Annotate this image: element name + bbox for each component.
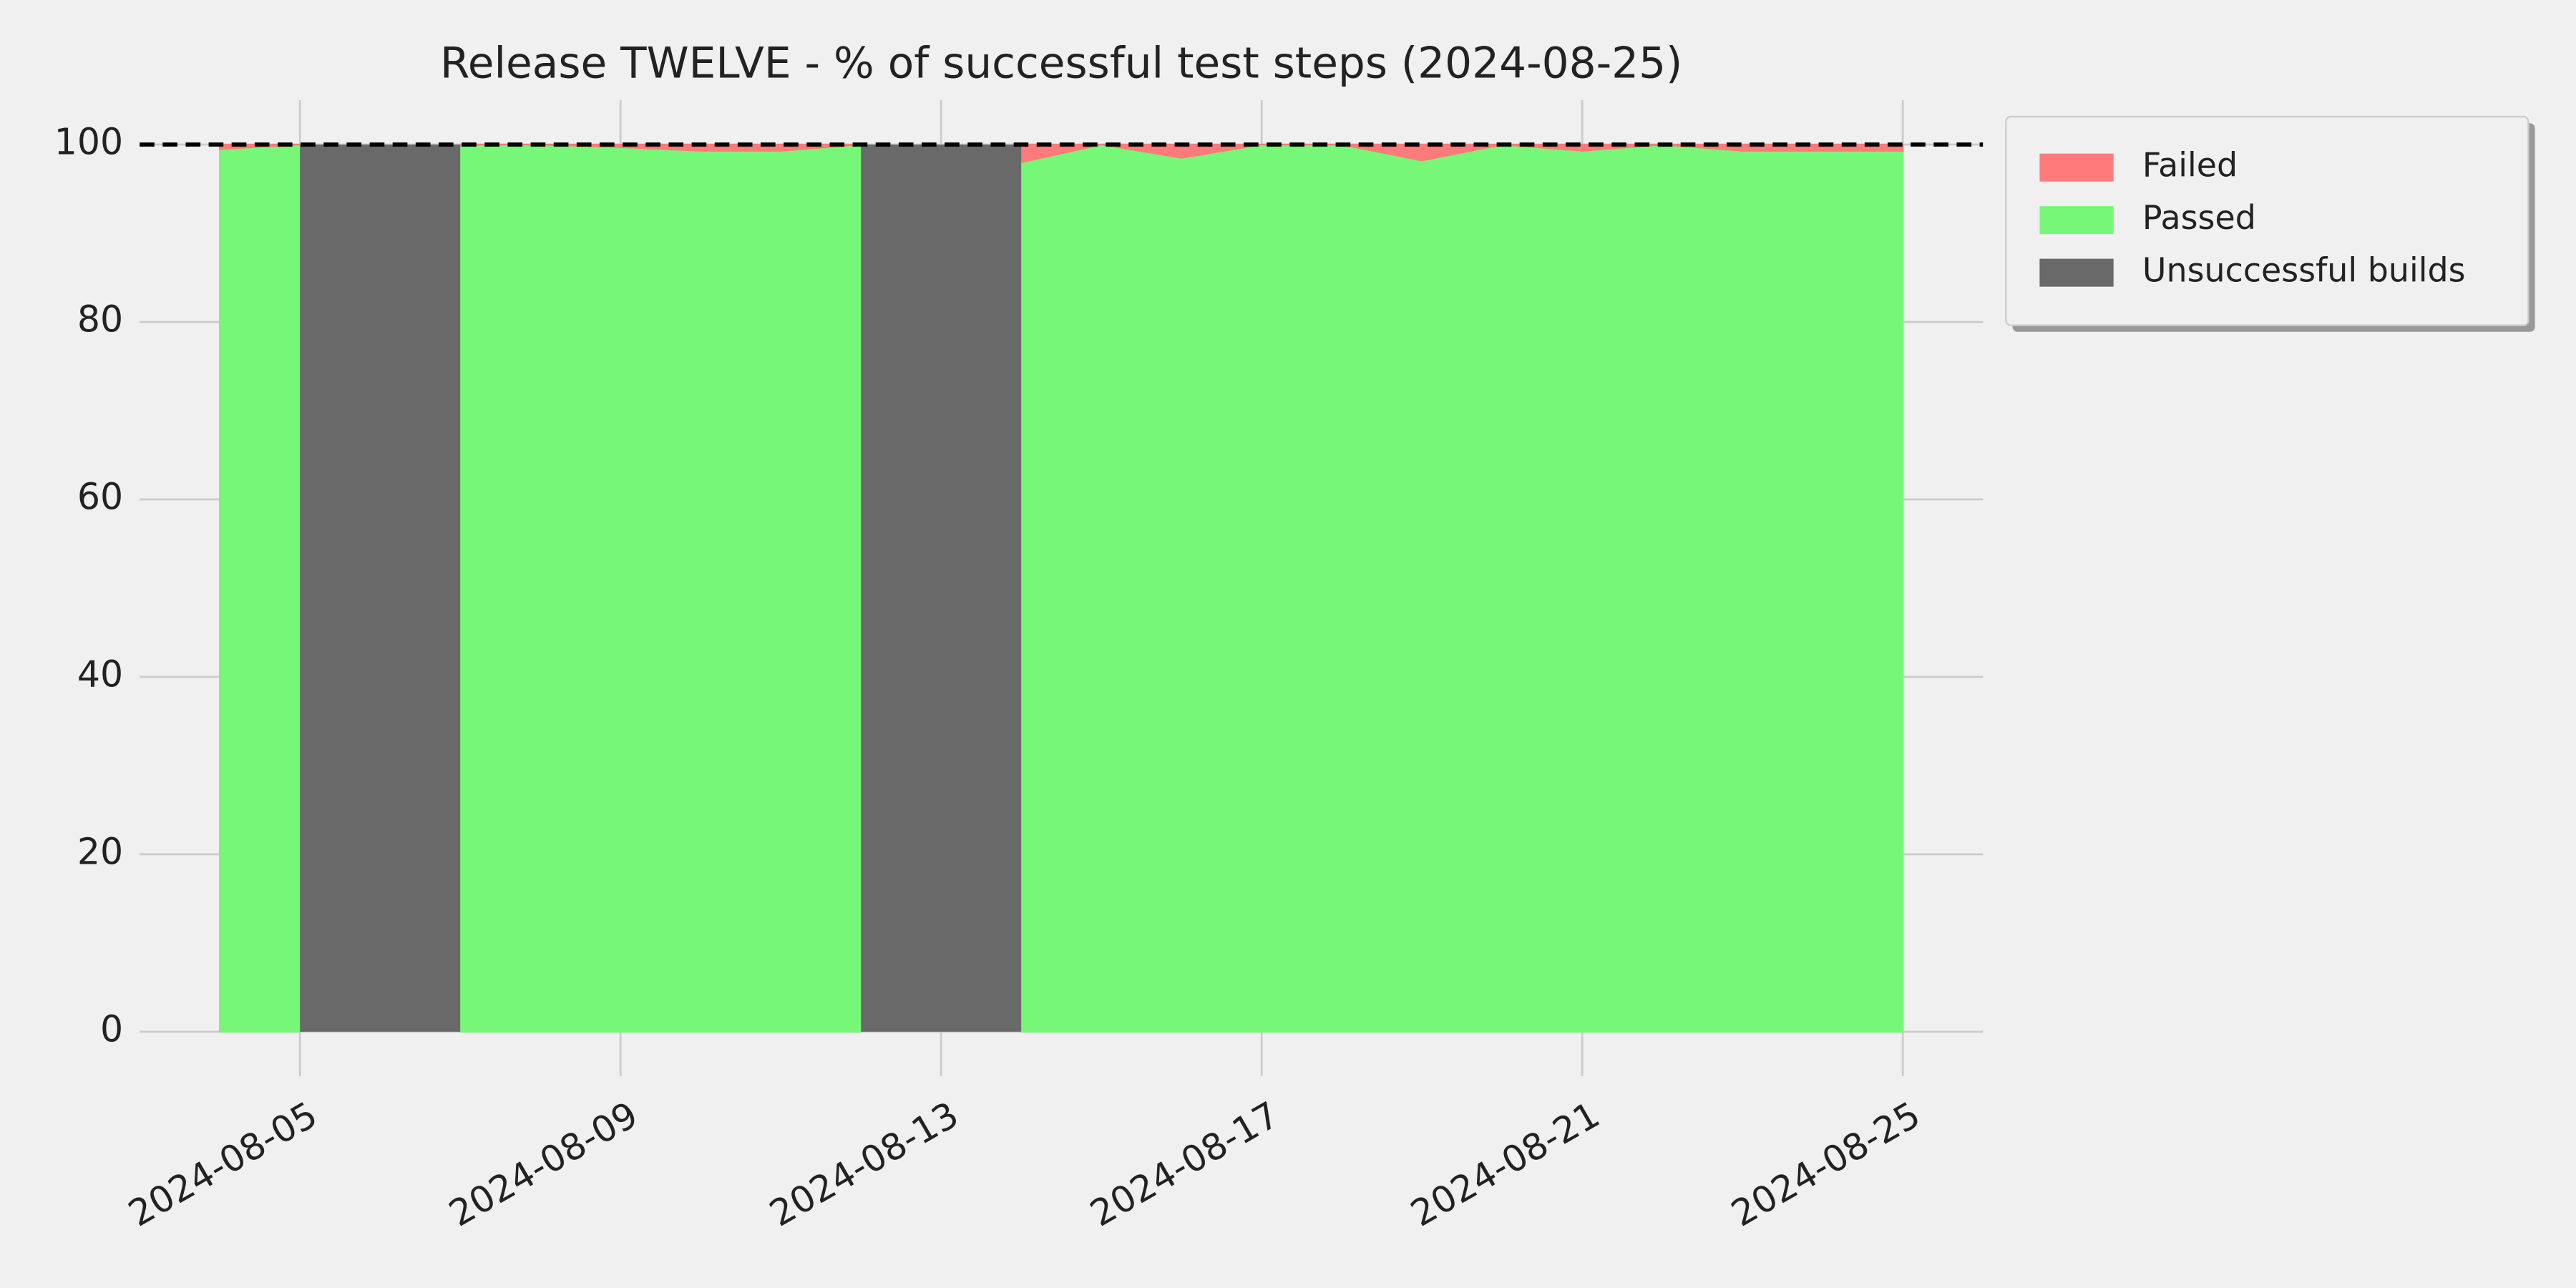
y-tick-label: 20	[77, 830, 123, 872]
y-tick-label: 100	[54, 121, 123, 163]
unsuccessful-build	[300, 145, 461, 1032]
legend-label: Passed	[2142, 198, 2256, 237]
legend-swatch	[2039, 258, 2114, 287]
unsuccessful-build	[861, 145, 1022, 1032]
y-tick-label: 40	[77, 653, 123, 695]
y-tick-label: 0	[100, 1008, 123, 1050]
area-passed	[219, 143, 1904, 1033]
legend-swatch	[2039, 206, 2114, 235]
legend-label: Unsuccessful builds	[2142, 251, 2466, 290]
legend: Failed Passed Unsuccessful builds	[2005, 115, 2535, 332]
y-tick-label: 80	[77, 298, 123, 341]
chart-title: Release TWELVE - % of successful test st…	[440, 39, 1682, 88]
plot-area	[219, 143, 1904, 1033]
legend-frame	[2005, 115, 2529, 326]
legend-swatch	[2039, 153, 2114, 182]
y-tick-label: 60	[77, 475, 123, 517]
legend-label: Failed	[2142, 146, 2238, 185]
